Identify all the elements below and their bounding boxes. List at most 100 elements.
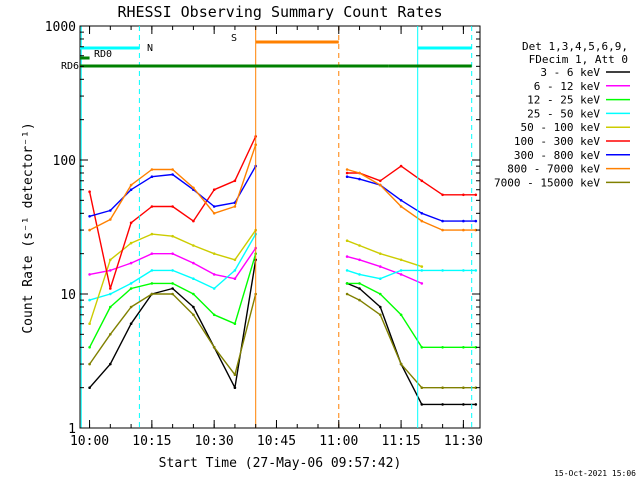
plot-area	[79, 25, 481, 429]
series-point-5-0-7	[233, 179, 237, 183]
series-point-2-1-5	[441, 346, 444, 349]
series-point-2-0-4	[171, 282, 174, 285]
series-point-4-1-4	[420, 265, 424, 268]
series-line-8-1	[346, 293, 476, 389]
series-point-0-1-7	[474, 403, 478, 406]
legend-label-2: 12 - 25 keV	[527, 94, 600, 107]
flags-layer: N RD0 RD6 S	[61, 26, 473, 428]
series-point-7-0-2	[129, 183, 133, 187]
series-point-0-0-5	[192, 305, 195, 309]
series-point-6-1-5	[441, 219, 444, 223]
series-point-3-1-7	[474, 269, 478, 272]
series-point-6-0-0	[88, 215, 91, 218]
x-tick-label-2: 10:30	[195, 434, 234, 449]
series-point-5-1-7	[474, 193, 478, 197]
series-point-3-1-2	[379, 277, 382, 281]
series-point-5-0-1	[109, 287, 112, 290]
series-point-5-0-3	[150, 205, 154, 208]
series-point-3-0-0	[88, 298, 91, 302]
series-point-8-1-1	[358, 298, 361, 302]
legend-label-7: 800 - 7000 keV	[507, 163, 600, 176]
series-point-1-0-4	[171, 252, 174, 255]
legend-label-4: 50 - 100 keV	[521, 121, 601, 134]
series-point-5-1-4	[420, 179, 424, 183]
series-point-3-0-1	[109, 292, 112, 296]
series-point-2-1-6	[462, 346, 465, 349]
series-point-0-1-4	[420, 403, 424, 406]
series-point-2-0-7	[233, 322, 237, 326]
series-point-1-0-2	[129, 261, 133, 265]
series-point-7-1-2	[379, 183, 382, 187]
series-point-7-1-1	[358, 171, 361, 175]
series-point-4-0-7	[233, 258, 237, 262]
series-point-3-1-0	[345, 269, 349, 272]
flag-label-n: N	[147, 43, 153, 54]
series-point-1-0-5	[192, 261, 195, 265]
series-point-6-0-6	[212, 205, 216, 208]
series-point-8-0-5	[192, 313, 195, 317]
series-line-6-1	[346, 176, 476, 222]
series-point-0-1-6	[462, 403, 465, 406]
series-point-7-0-6	[212, 212, 216, 215]
legend-header-0: Det 1,3,4,5,6,9,	[522, 40, 628, 53]
series-point-3-1-6	[462, 269, 465, 272]
series-point-8-1-2	[379, 313, 382, 317]
series-point-7-1-5	[441, 228, 444, 232]
legend-label-3: 25 - 50 keV	[527, 107, 600, 120]
series-point-0-0-4	[171, 287, 174, 290]
series-point-5-1-3	[399, 164, 403, 168]
series-point-7-0-3	[150, 168, 154, 171]
series-point-8-1-5	[441, 386, 444, 390]
series-point-1-0-0	[88, 273, 91, 276]
series-point-5-1-5	[441, 193, 444, 197]
series-point-4-0-1	[109, 258, 112, 262]
series-point-2-0-5	[192, 292, 195, 296]
series-point-6-1-3	[399, 199, 403, 202]
series-point-3-1-5	[441, 269, 444, 272]
legend-label-6: 300 - 800 keV	[514, 149, 600, 162]
legend: Det 1,3,4,5,6,9,FDecim 1, Att 03 - 6 keV…	[494, 40, 630, 189]
series-point-2-1-7	[474, 346, 478, 349]
series-point-8-1-0	[345, 292, 349, 296]
series-point-5-0-4	[171, 205, 174, 208]
series-point-2-0-2	[129, 287, 133, 290]
series-point-2-0-6	[212, 313, 216, 317]
flag-label-rd0: RD0	[94, 49, 112, 60]
series-point-3-0-5	[192, 277, 195, 281]
series-point-2-1-2	[379, 292, 382, 296]
axes-layer: 10:00 10:15 10:30 10:45 11:00 11:15 11:30 1 10 10…	[45, 20, 483, 449]
series-point-2-0-0	[88, 346, 91, 349]
series-point-5-0-5	[192, 219, 195, 223]
series-point-3-0-2	[129, 282, 133, 285]
series-point-1-1-2	[379, 265, 382, 268]
series-point-8-0-2	[129, 305, 133, 309]
series-point-7-0-5	[192, 186, 195, 190]
series-point-3-0-4	[171, 269, 174, 272]
series-point-6-0-4	[171, 173, 174, 176]
series-point-3-1-1	[358, 273, 361, 276]
legend-header-1: FDecim 1, Att 0	[529, 53, 628, 66]
legend-label-0: 3 - 6 keV	[540, 66, 600, 79]
series-line-0-1	[346, 282, 476, 406]
series-point-7-1-6	[462, 228, 465, 232]
series-point-2-1-4	[420, 346, 424, 349]
series-point-6-0-1	[109, 209, 112, 212]
x-tick-label-0: 10:00	[70, 434, 109, 449]
series-point-0-1-1	[358, 287, 361, 290]
series-point-1-1-3	[399, 273, 403, 276]
series-point-6-0-2	[129, 188, 133, 191]
series-point-2-1-0	[345, 282, 349, 285]
series-point-4-0-3	[150, 232, 154, 236]
series-point-1-1-0	[345, 255, 349, 258]
legend-label-1: 6 - 12 keV	[534, 80, 601, 93]
series-point-7-0-0	[88, 228, 91, 232]
series-point-8-1-6	[462, 386, 465, 390]
footer-date: 15-Oct-2021 15:06	[554, 469, 636, 478]
series-point-8-0-7	[233, 373, 237, 377]
series-point-4-0-6	[212, 252, 216, 255]
series-point-0-0-0	[88, 386, 91, 390]
plot-frame	[79, 25, 481, 429]
series-point-8-0-6	[212, 346, 216, 349]
series-point-5-0-0	[88, 190, 91, 193]
series-point-2-1-1	[358, 282, 361, 285]
